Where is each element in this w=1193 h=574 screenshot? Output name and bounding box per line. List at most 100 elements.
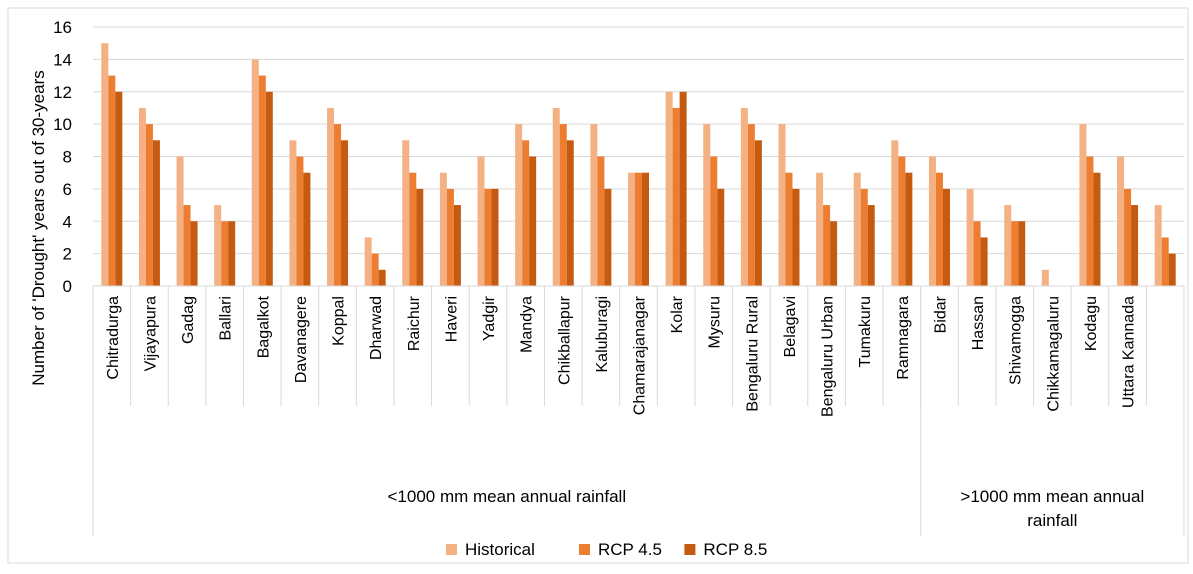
legend-label: RCP 8.5 [703, 540, 767, 559]
bar [905, 172, 913, 286]
x-tick-label: Chikkamagaluru [1045, 296, 1062, 412]
bar [935, 172, 943, 286]
x-tick-label: Davanagere [293, 296, 310, 383]
legend-swatch [579, 544, 590, 555]
bar [928, 156, 936, 286]
legend-swatch [446, 544, 457, 555]
bar [176, 156, 184, 286]
bar [183, 205, 191, 286]
bar [679, 91, 687, 286]
x-tick-label: Belagavi [782, 296, 799, 357]
y-axis-title: Number of 'Drought' years out of 30-year… [29, 70, 48, 385]
x-tick-label: Hassan [970, 296, 987, 350]
bar [1124, 188, 1132, 286]
bar [635, 172, 642, 286]
legend-swatch [684, 544, 696, 555]
bar [830, 221, 838, 286]
bar [484, 188, 492, 286]
bar [145, 124, 153, 286]
x-axis-group-labels: <1000 mm mean annual rainfall >1000 mm me… [388, 487, 1145, 530]
bars [101, 43, 1176, 286]
bar [364, 237, 372, 286]
y-tick-label: 16 [53, 18, 72, 37]
x-tick-label: Gadag [180, 296, 197, 344]
x-tick-label: Dharwad [368, 296, 385, 360]
bar [1117, 156, 1125, 286]
y-tick-label: 10 [53, 115, 72, 134]
bar [108, 75, 116, 286]
bar [416, 188, 424, 286]
bar [446, 188, 454, 286]
bar [785, 172, 793, 286]
bar [980, 237, 988, 286]
bar [1131, 205, 1139, 286]
x-tick-label: Chamarajanagar [632, 295, 649, 415]
x-tick-label: Koppal [331, 296, 348, 346]
bar [251, 59, 259, 286]
bar [891, 140, 899, 286]
y-tick-label: 0 [63, 277, 72, 296]
bar [214, 205, 222, 286]
bar [1093, 172, 1101, 286]
x-tick-label: Kaluburagi [594, 296, 611, 373]
x-tick-label: Bidar [932, 295, 949, 333]
bar [515, 124, 523, 286]
x-tick-label: Bagalkot [255, 295, 272, 358]
bar [703, 124, 711, 286]
bar [265, 91, 273, 286]
bar [740, 107, 748, 286]
bar [867, 205, 875, 286]
x-tick-label: Ramnagara [895, 296, 912, 380]
x-tick-label: Uttara Kannada [1121, 296, 1138, 408]
bar [628, 172, 635, 286]
bar [1011, 221, 1019, 286]
x-tick-label: Ballari [218, 296, 235, 340]
y-axis-ticks: 0 2 4 6 8 10 12 14 16 [53, 18, 72, 296]
bar [792, 188, 800, 286]
x-tick-label: Yadgir [481, 295, 498, 341]
x-tick-label: Vijayapura [142, 296, 159, 371]
bar [341, 140, 349, 286]
x-tick-label: Shivamogga [1008, 296, 1025, 385]
bar [439, 172, 447, 286]
group-label: >1000 mm mean annual rainfall [960, 487, 1144, 530]
bar [754, 140, 762, 286]
bar [1161, 237, 1169, 286]
bar [566, 140, 574, 286]
bar [221, 221, 229, 286]
x-tick-label: Chikballapur [556, 295, 573, 385]
bar [604, 188, 612, 286]
bar [334, 124, 342, 286]
bar [289, 140, 297, 286]
y-tick-label: 12 [53, 83, 72, 102]
bar [371, 253, 379, 286]
bar [1004, 205, 1012, 286]
bar [491, 188, 499, 286]
bar [942, 188, 950, 286]
bar [152, 140, 160, 286]
bar [1018, 221, 1026, 286]
x-axis-category-labels: Chitradurga Vijayapura Gadag Ballari Bagalko… [105, 295, 1138, 417]
bar [853, 172, 861, 286]
x-tick-label: Haveri [443, 296, 460, 342]
x-tick-label: Raichur [406, 295, 423, 351]
axes [92, 285, 1185, 536]
bar [1154, 205, 1162, 286]
bar [898, 156, 906, 286]
bar [378, 269, 386, 286]
bar [190, 221, 198, 286]
y-tick-label: 4 [63, 212, 72, 231]
bar [1079, 124, 1087, 286]
bar [778, 124, 786, 286]
bar [138, 107, 146, 286]
bar [1041, 269, 1049, 286]
bar [228, 221, 236, 286]
bar [115, 91, 123, 286]
legend: Historical RCP 4.5 RCP 8.5 [446, 540, 767, 559]
x-tick-label: Bengaluru Urban [820, 296, 837, 417]
bar [409, 172, 417, 286]
bar [477, 156, 485, 286]
bar [973, 221, 981, 286]
